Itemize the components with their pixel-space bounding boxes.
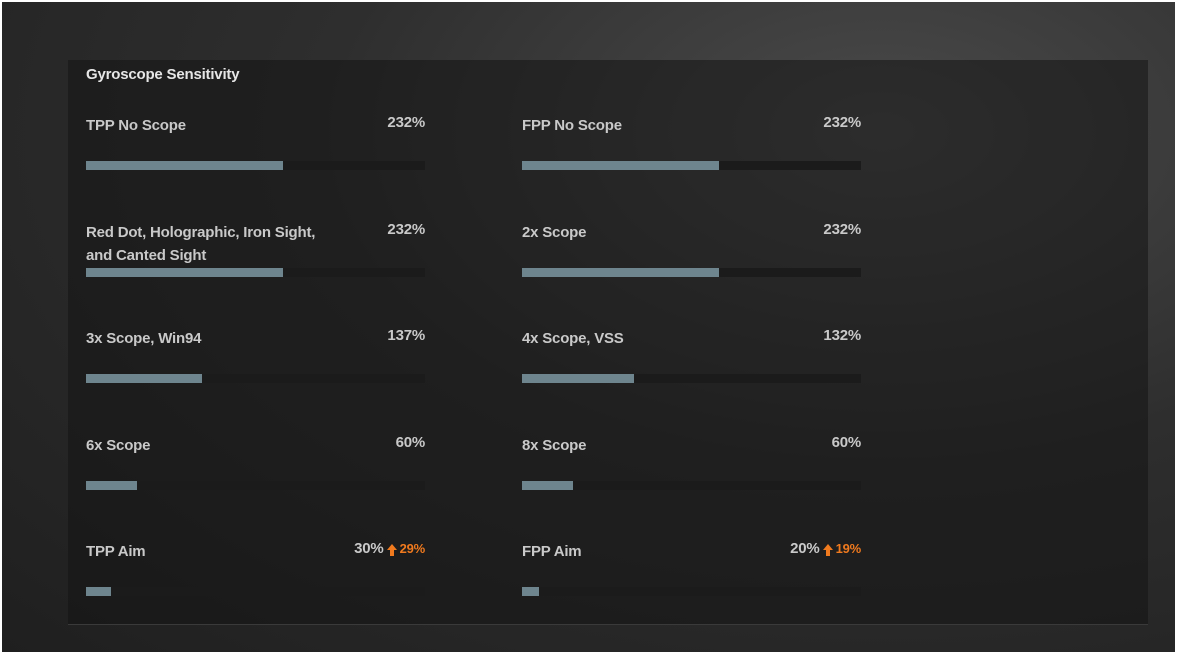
slider-track[interactable] xyxy=(522,480,861,490)
setting-name: 3x Scope, Win94 xyxy=(86,330,202,347)
value-label: 60% xyxy=(831,433,862,451)
value-label: 232% xyxy=(823,114,861,131)
value-label: 60% xyxy=(395,433,426,451)
slider-track[interactable] xyxy=(522,587,861,596)
change-label: 19% xyxy=(835,541,862,556)
value-label: 232% xyxy=(387,114,425,131)
up-arrow xyxy=(822,544,833,556)
slider-track[interactable] xyxy=(86,374,425,383)
setting-name: 8x Scope xyxy=(522,436,587,454)
setting-name: 2x Scope xyxy=(522,223,587,241)
value-label: 232% xyxy=(823,220,861,238)
setting-value: 232% xyxy=(285,221,425,238)
value-label: 232% xyxy=(387,220,425,238)
slider-fill xyxy=(522,161,719,170)
slider-fill xyxy=(86,267,283,277)
slider-fill xyxy=(86,587,112,596)
value-label: 30% xyxy=(354,540,384,557)
setting-value: 137% xyxy=(285,327,425,344)
slider-track[interactable] xyxy=(522,374,861,383)
slider-fill xyxy=(86,374,203,383)
value-label: 20% xyxy=(790,540,820,557)
slider-fill xyxy=(522,587,539,596)
settings-panel xyxy=(68,60,1148,625)
setting-value: 232% xyxy=(721,221,861,238)
slider-fill xyxy=(522,267,719,277)
setting-name: FPP Aim xyxy=(522,543,582,560)
up-arrow xyxy=(386,544,397,556)
setting-name: 4x Scope, VSS xyxy=(522,330,624,347)
setting-value: 20% 19% xyxy=(721,540,861,557)
value-label: 137% xyxy=(387,327,425,344)
setting-name: TPP No Scope xyxy=(86,117,186,134)
change-label: 29% xyxy=(399,541,426,556)
setting-value: 60% xyxy=(721,433,862,451)
setting-value: 132% xyxy=(721,327,861,344)
setting-name: TPP Aim xyxy=(86,543,146,560)
slider-fill xyxy=(86,480,137,490)
slider-track[interactable] xyxy=(86,161,425,170)
setting-value: 30% 29% xyxy=(285,540,425,557)
setting-value: 232% xyxy=(285,114,425,131)
slider-track[interactable] xyxy=(522,267,861,277)
setting-value: 232% xyxy=(721,114,861,131)
section-title: Gyroscope Sensitivity xyxy=(86,66,240,83)
setting-name: 6x Scope xyxy=(86,436,151,454)
value-label: 132% xyxy=(823,327,861,344)
slider-track[interactable] xyxy=(522,161,861,170)
setting-name: Red Dot, Holographic, Iron Sight, and Ca… xyxy=(86,223,316,264)
slider-track[interactable] xyxy=(86,267,425,277)
slider-track[interactable] xyxy=(86,587,425,596)
slider-fill xyxy=(522,480,573,490)
slider-fill xyxy=(86,161,283,170)
slider-track[interactable] xyxy=(86,480,425,490)
slider-fill xyxy=(522,374,634,383)
setting-name: FPP No Scope xyxy=(522,117,622,134)
setting-value: 60% xyxy=(285,433,426,451)
